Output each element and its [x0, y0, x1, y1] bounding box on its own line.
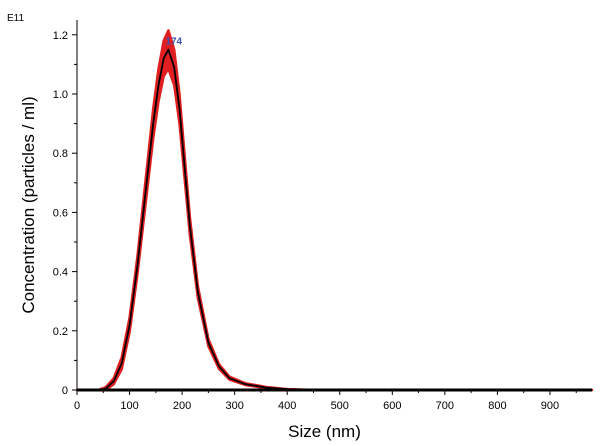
- x-tick-label: 100: [120, 400, 138, 412]
- x-tick-label: 400: [278, 400, 296, 412]
- x-tick-label: 0: [74, 400, 80, 412]
- y-tick-label: 0.2: [53, 326, 68, 338]
- x-tick-label: 700: [436, 400, 454, 412]
- x-tick-label: 800: [488, 400, 506, 412]
- axes: 0 100 200 300 400 500 600 700 800 900 0 0.2 0.4 0.6 0.…: [53, 20, 592, 412]
- y-tick-label: 1.0: [53, 89, 68, 101]
- y-tick-label: 0.6: [53, 207, 68, 219]
- y-tick-label: 0.4: [53, 267, 68, 279]
- x-tick-label: 900: [541, 400, 559, 412]
- y-axis-title: Concentration (particles / ml): [19, 96, 38, 313]
- y-tick-label: 0: [62, 385, 68, 397]
- x-axis-title: Size (nm): [288, 422, 361, 441]
- peak-annotation: 174: [165, 37, 182, 48]
- error-band: [75, 29, 594, 392]
- y-tick-label: 0.8: [53, 148, 68, 160]
- y-tick-label: 1.2: [53, 30, 68, 42]
- x-tick-label: 300: [225, 400, 243, 412]
- x-tick-label: 600: [383, 400, 401, 412]
- y-axis-multiplier-label: E11: [7, 13, 24, 24]
- x-tick-label: 500: [331, 400, 349, 412]
- error-band-layer: [75, 29, 594, 392]
- x-tick-label: 200: [173, 400, 191, 412]
